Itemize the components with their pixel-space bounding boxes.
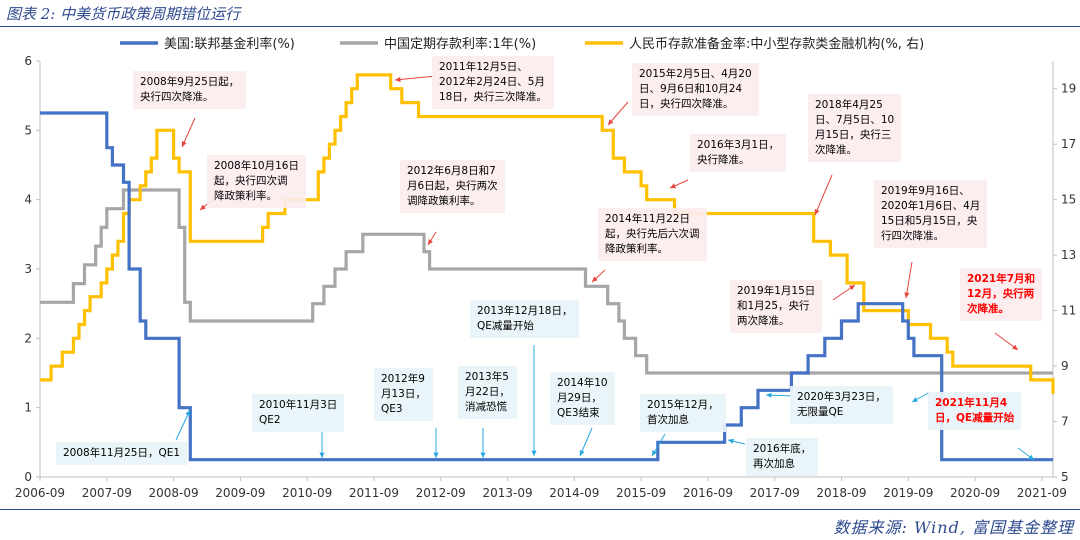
annotation-arrowhead-19 — [1028, 454, 1034, 460]
x-tick-label: 2021-09 — [1017, 486, 1067, 500]
x-tick-label: 2007-09 — [82, 486, 132, 500]
annotation-arrowhead-5 — [670, 183, 676, 189]
y-right-tick-label: 17 — [1061, 137, 1076, 151]
annotation-a10: 2021年7月和 12月，央行两 次降准。 — [960, 268, 1043, 321]
annotation-a12: 2013年12月18日， QE减量开始 — [470, 300, 580, 338]
annotation-arrowhead-2 — [200, 204, 206, 210]
y-right-tick-label: 15 — [1061, 193, 1076, 207]
x-tick-label: 2017-09 — [750, 486, 800, 500]
annotation-arrowhead-17 — [652, 450, 657, 456]
annotation-arrowhead-13 — [433, 452, 439, 458]
annotation-a11: 2019年1月15日 和1月25，央行 两次降准。 — [730, 280, 823, 333]
annotation-arrow-3 — [394, 75, 437, 81]
annotation-arrowhead-12 — [531, 450, 537, 456]
annotation-a6: 2018年4月25 日、7月5日、10 月15日，央行三 次降准。 — [808, 94, 902, 162]
annotation-a13: 2012年9 月13日， QE3 — [374, 368, 433, 421]
annotation-arrowhead-15 — [579, 450, 585, 456]
y-right-tick-label: 7 — [1061, 415, 1069, 429]
annotation-arrowhead-11 — [849, 285, 855, 291]
annotation-arrowhead-7 — [428, 239, 434, 245]
x-tick-label: 2020-09 — [950, 486, 1000, 500]
y-right-tick-label: 13 — [1061, 248, 1076, 262]
annotation-a17: 2015年12月， 首次加息 — [640, 394, 726, 432]
y-left-tick-label: 2 — [24, 331, 32, 345]
annotation-arrowhead-1 — [181, 141, 187, 147]
x-tick-label: 2019-09 — [883, 486, 933, 500]
annotation-a14: 2013年5 月22日， 消减恐慌 — [458, 366, 517, 419]
bottom-rule — [0, 509, 1080, 510]
annotation-arrowhead-9 — [904, 292, 910, 298]
annotation-a5: 2016年3月1日， 央行降准。 — [690, 134, 787, 172]
annotation-a2: 2008年10月16日 起，央行四次调 降政策利率。 — [207, 155, 306, 208]
source-note: 数据来源: Wind, 富国基金整理 — [833, 518, 1074, 537]
annotation-a16: 2010年11月3日 QE2 — [252, 394, 345, 432]
legend-label-3: 人民币存款准备金率:中小型存款类金融机构(%, 右) — [629, 36, 924, 52]
annotation-a3: 2011年12月5日、 2012年2月24日、5月 18日，央行三次降准。 — [432, 56, 554, 109]
annotation-arrowhead-20 — [185, 410, 191, 416]
x-tick-label: 2008-09 — [149, 486, 199, 500]
series-fed-funds-rate — [40, 111, 1053, 462]
x-tick-label: 2013-09 — [482, 486, 532, 500]
y-right-tick-label: 11 — [1061, 304, 1076, 318]
annotation-a7: 2012年6月8日和7 月6日起，央行两次 调降政策利率。 — [400, 160, 505, 213]
title-rule — [0, 26, 1080, 27]
x-tick-label: 2018-09 — [816, 486, 866, 500]
y-left-tick-label: 0 — [24, 470, 32, 484]
y-right-tick-label: 9 — [1061, 359, 1069, 373]
annotation-arrowhead-21 — [728, 438, 734, 444]
x-tick-label: 2011-09 — [349, 486, 399, 500]
annotation-a19: 2021年11月4 日，QE减量开始 — [928, 392, 1022, 430]
annotation-a1: 2008年9月25日起， 央行四次降准。 — [133, 71, 247, 109]
y-right-tick-label: 5 — [1061, 470, 1069, 484]
y-left-tick-label: 6 — [24, 54, 32, 68]
annotation-arrowhead-4 — [608, 119, 614, 125]
chart-canvas: 0 1 2 3 4 5 6 5 7 9 11 13 15 17 19 2006-09 2007-09 2008-0… — [15, 36, 1076, 500]
legend-label-2: 中国定期存款利率:1年(%) — [384, 36, 536, 52]
x-tick-label: 2012-09 — [416, 486, 466, 500]
y-left-tick-label: 3 — [24, 262, 32, 276]
x-tick-label: 2014-09 — [549, 486, 599, 500]
annotation-a8: 2014年11月22日 起，央行先后六次调 降政策利率。 — [598, 208, 707, 261]
annotation-arrowhead-22 — [912, 397, 918, 402]
y-right-tick-label: 19 — [1061, 82, 1076, 96]
series-china-rrr — [40, 73, 1055, 394]
annotation-a21: 2016年底， 再次加息 — [746, 438, 819, 476]
annotation-a9: 2019年9月16日、 2020年1月6日、4月 15日和5月15日，央 行四次… — [874, 180, 988, 248]
legend-label-1: 美国:联邦基金利率(%) — [164, 36, 295, 52]
annotation-a15: 2014年10 月29日， QE3结束 — [550, 372, 615, 425]
x-tick-label: 2009-09 — [215, 486, 265, 500]
x-tick-label: 2010-09 — [282, 486, 332, 500]
annotation-arrowhead-14 — [480, 452, 486, 458]
y-left-tick-label: 1 — [24, 401, 32, 415]
annotation-arrow-6 — [814, 174, 833, 216]
annotation-arrowhead-18 — [766, 392, 772, 398]
annotation-arrowhead-6 — [814, 209, 820, 215]
x-tick-label: 2016-09 — [683, 486, 733, 500]
figure-title: 图表 2: 中美货币政策周期错位运行 — [6, 5, 241, 23]
y-left-tick-label: 5 — [24, 123, 32, 137]
series-china-deposit-rate — [40, 188, 1053, 375]
annotation-arrowhead-3 — [395, 76, 401, 83]
annotation-arrow-20 — [175, 409, 191, 441]
annotation-arrowhead-8 — [592, 276, 598, 282]
annotation-arrowhead-16 — [319, 452, 325, 458]
annotation-a20: 2008年11月25日，QE1 — [56, 442, 188, 465]
x-tick-label: 2015-09 — [616, 486, 666, 500]
annotation-a4: 2015年2月5日、4月20 日、9月6日和10月24 日，央行四次降准。 — [632, 63, 759, 116]
annotation-arrow-9 — [905, 261, 913, 299]
x-tick-label: 2006-09 — [15, 486, 65, 500]
y-left-tick-label: 4 — [24, 193, 32, 207]
annotation-a18: 2020年3月23日， 无限量QE — [790, 386, 893, 424]
annotation-arrowhead-10 — [1012, 344, 1018, 350]
